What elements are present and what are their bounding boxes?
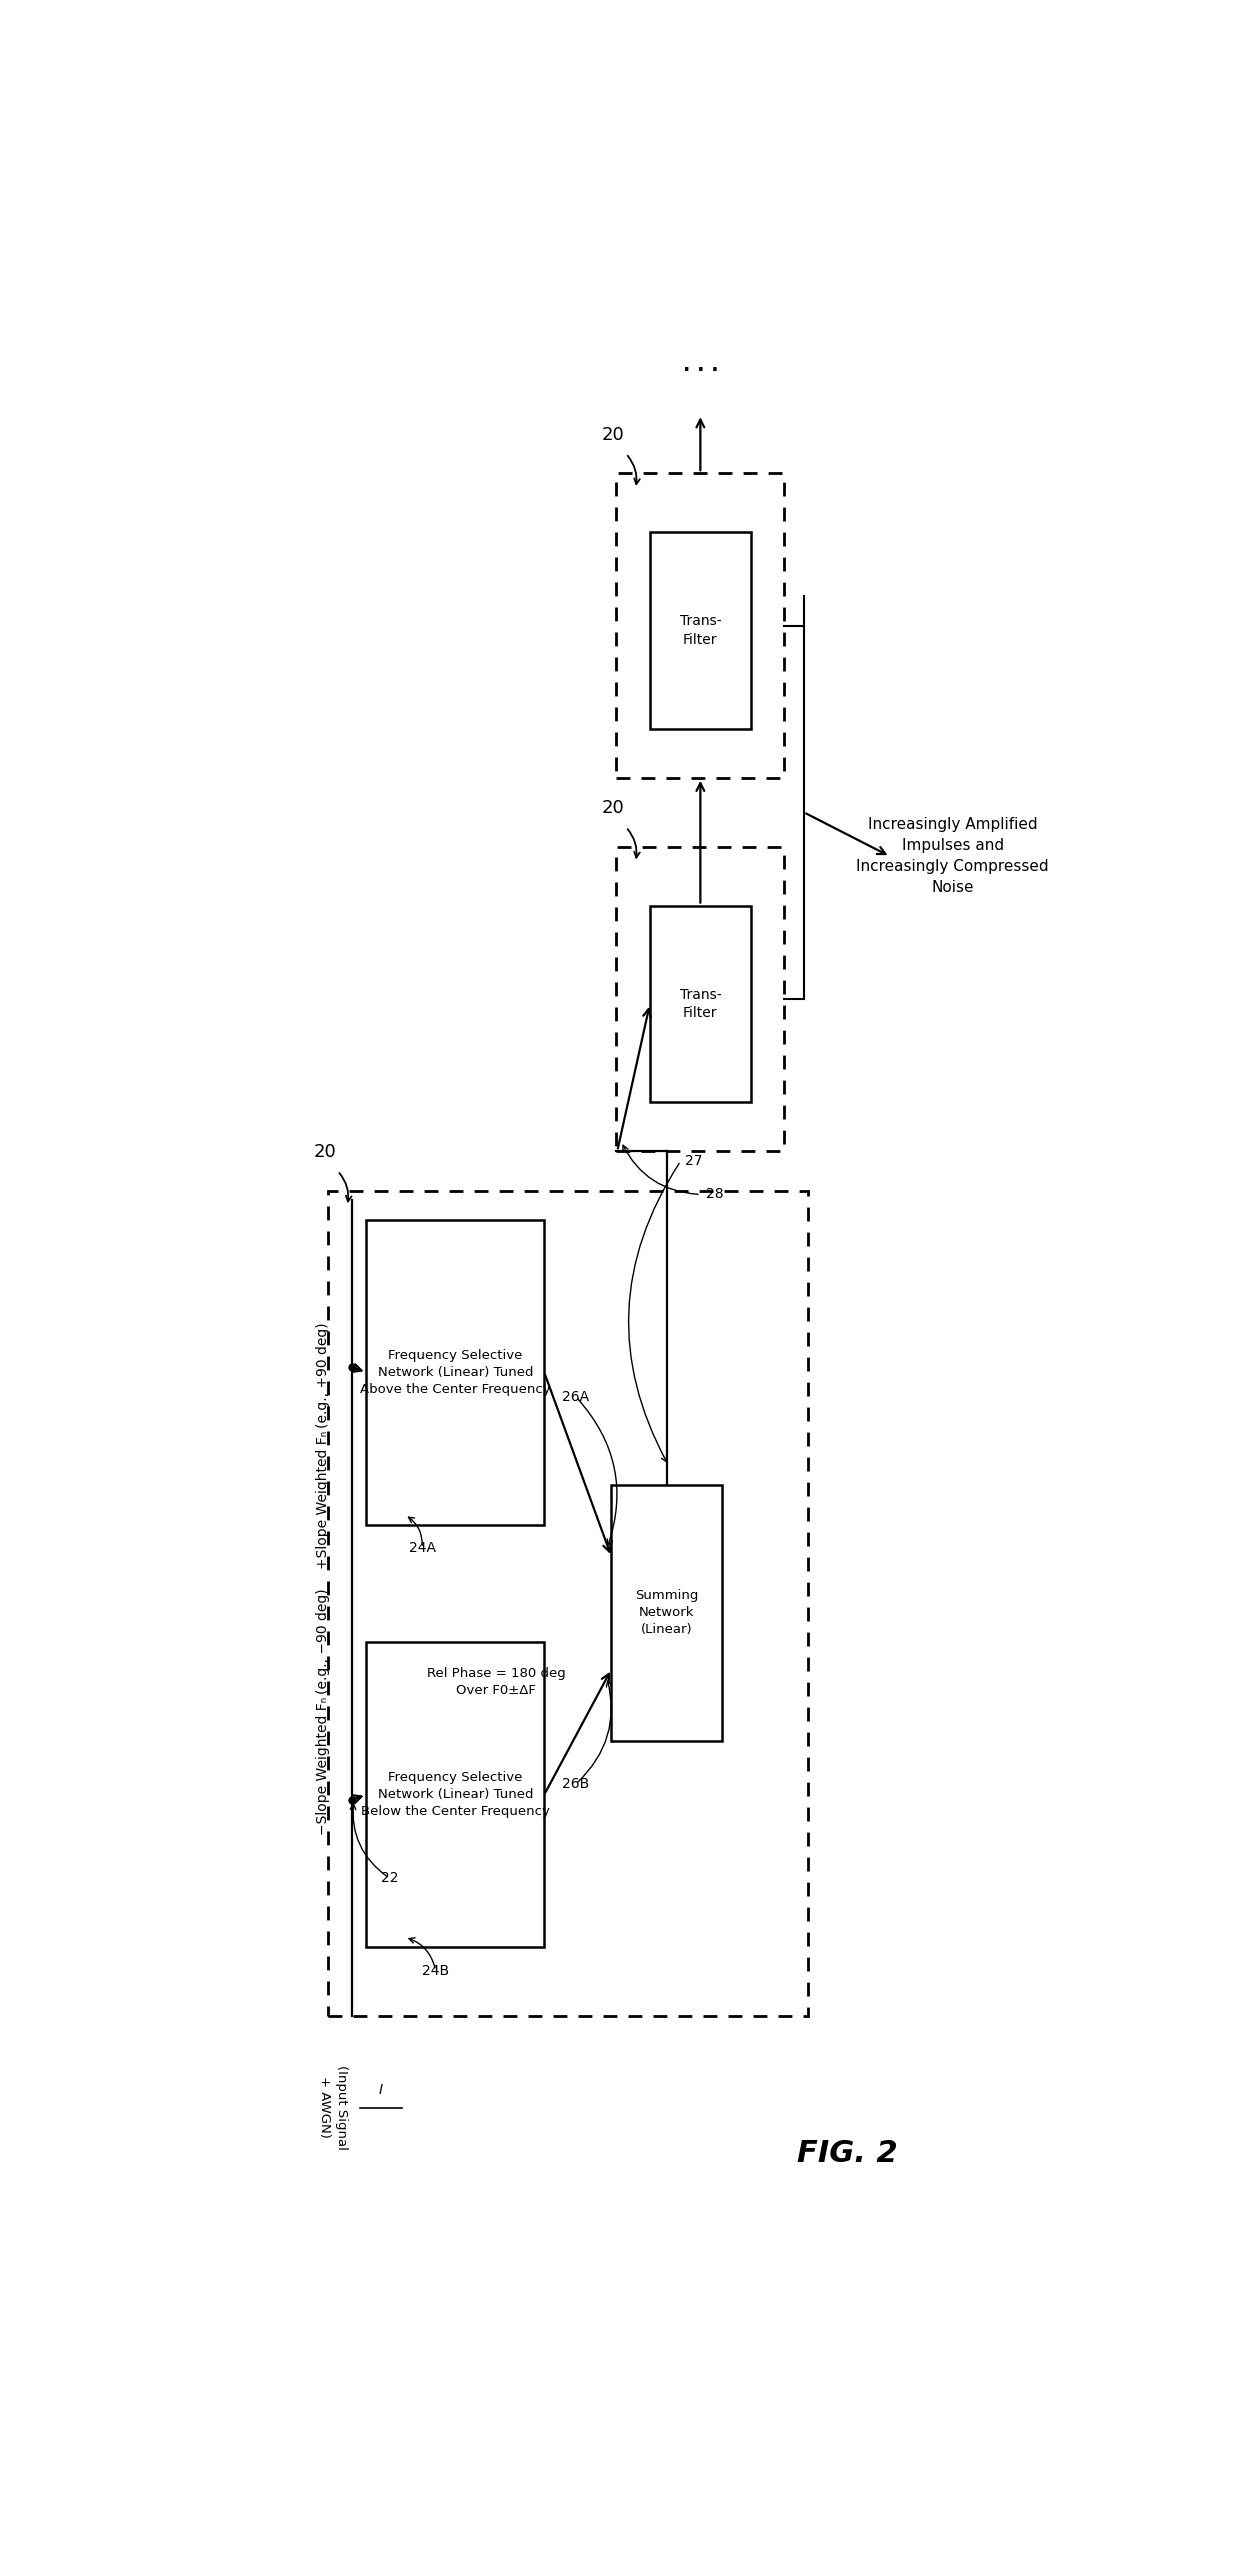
Text: . . .: . . .	[682, 355, 718, 375]
Text: 27: 27	[686, 1154, 703, 1169]
Bar	[616, 472, 785, 778]
Bar	[650, 906, 750, 1102]
Text: Rel Phase = 180 deg
Over F0±ΔF: Rel Phase = 180 deg Over F0±ΔF	[427, 1666, 565, 1697]
Text: 20: 20	[314, 1143, 336, 1161]
Text: 28: 28	[706, 1187, 723, 1202]
Text: +Slope Weighted Fₙ (e.g., +90 deg): +Slope Weighted Fₙ (e.g., +90 deg)	[316, 1322, 330, 1569]
Text: Trans-
Filter: Trans- Filter	[680, 988, 722, 1021]
Bar	[327, 1189, 808, 2016]
Text: 24A: 24A	[409, 1541, 435, 1554]
Text: Frequency Selective
Network (Linear) Tuned
Below the Center Frequency: Frequency Selective Network (Linear) Tun…	[361, 1771, 549, 1817]
Text: Summing
Network
(Linear): Summing Network (Linear)	[635, 1590, 698, 1636]
Text: Trans-
Filter: Trans- Filter	[680, 615, 722, 646]
Text: 26B: 26B	[562, 1776, 589, 1792]
Text: −Slope Weighted Fₙ (e.g., −90 deg): −Slope Weighted Fₙ (e.g., −90 deg)	[316, 1587, 330, 1835]
Text: I: I	[378, 2082, 383, 2098]
Bar	[650, 533, 750, 730]
Bar	[367, 1220, 544, 1524]
Text: Frequency Selective
Network (Linear) Tuned
Above the Center Frequency: Frequency Selective Network (Linear) Tun…	[360, 1350, 551, 1396]
Text: (Input Signal
+ AWGN): (Input Signal + AWGN)	[317, 2065, 347, 2149]
Text: 20: 20	[601, 426, 625, 444]
Bar	[367, 1643, 544, 1947]
Text: FIG. 2: FIG. 2	[796, 2139, 898, 2167]
Bar	[616, 847, 785, 1151]
Text: 22: 22	[381, 1871, 398, 1886]
Bar	[611, 1485, 722, 1740]
Text: 26A: 26A	[563, 1391, 589, 1404]
Text: Increasingly Amplified
Impulses and
Increasingly Compressed
Noise: Increasingly Amplified Impulses and Incr…	[857, 817, 1049, 896]
Text: 20: 20	[601, 799, 625, 817]
Text: 24B: 24B	[422, 1962, 449, 1978]
